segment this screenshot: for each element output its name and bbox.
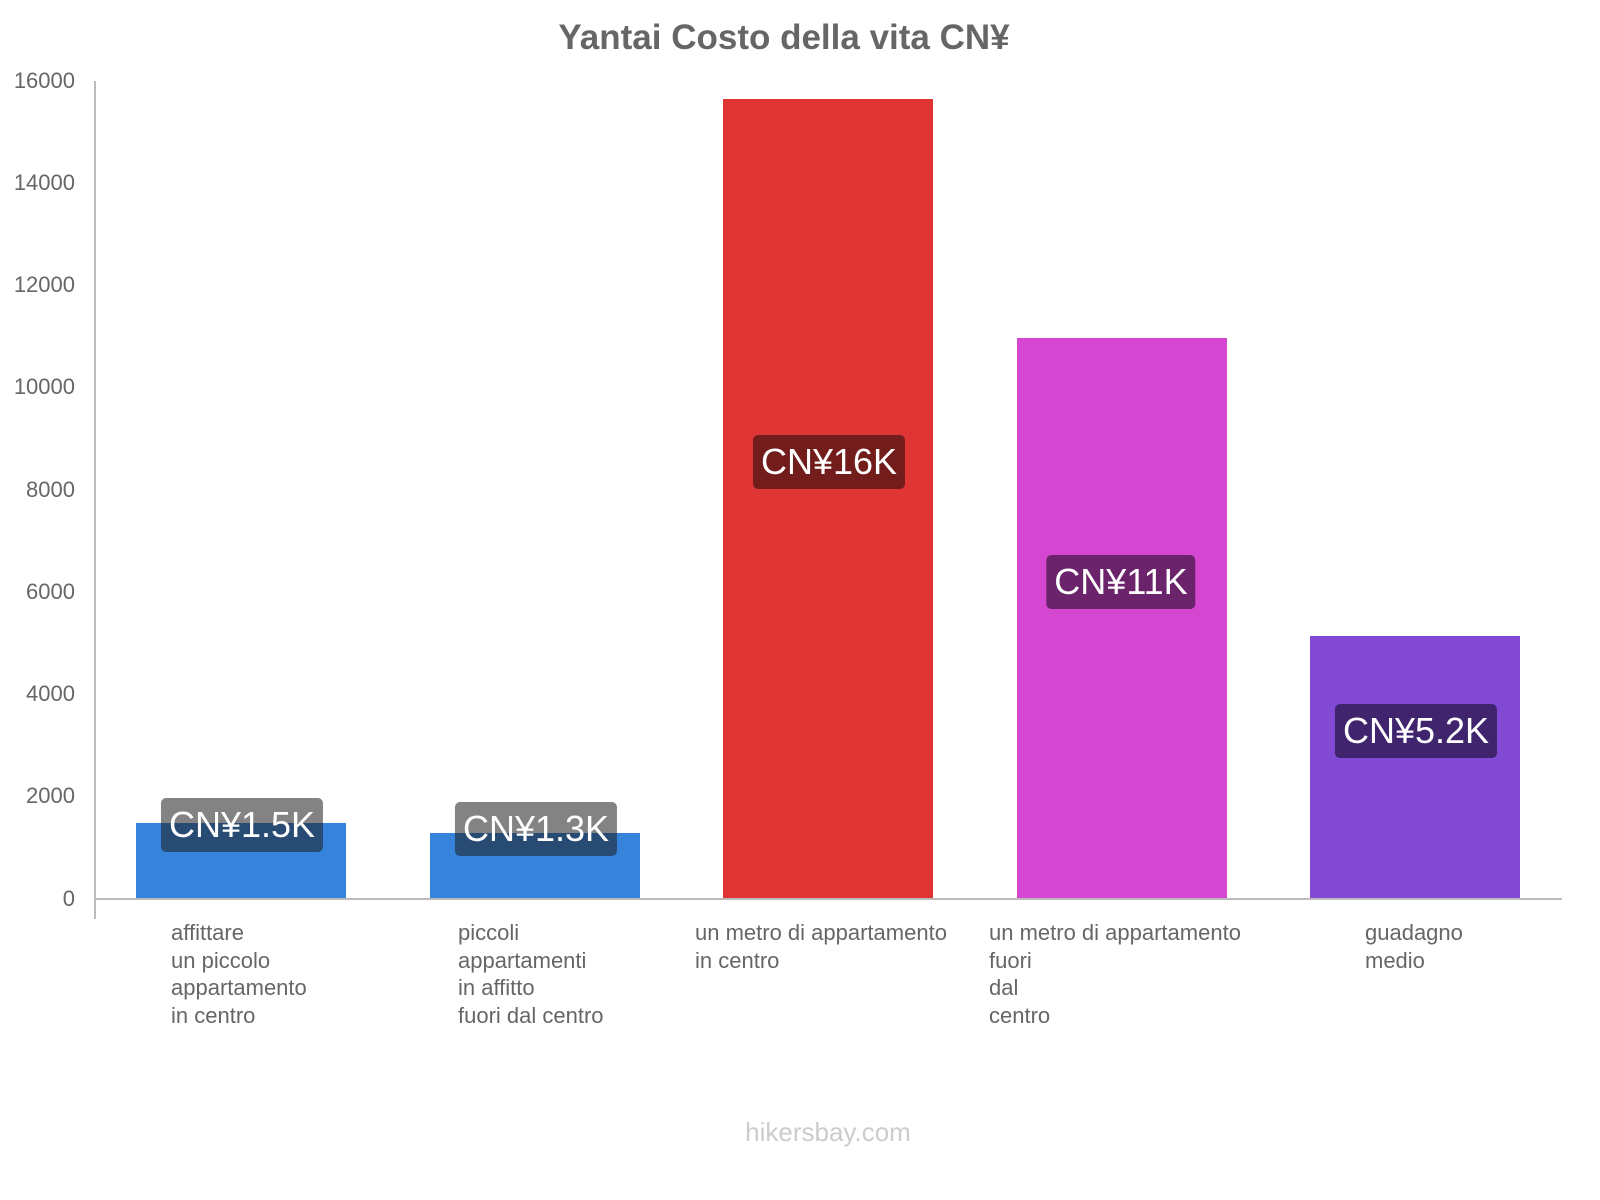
x-category-label: un metro di appartamento in centro	[695, 920, 947, 973]
y-tick: 8000	[26, 477, 75, 502]
value-label: CN¥5.2K	[1334, 704, 1498, 758]
bar-average-salary	[1310, 636, 1520, 899]
chart-title: Yantai Costo della vita CN¥	[558, 18, 1010, 57]
bar-sqm-center	[723, 99, 933, 899]
y-tick: 4000	[26, 681, 75, 706]
value-label: CN¥1.5K	[160, 798, 324, 852]
y-tick: 10000	[13, 374, 75, 399]
y-tick: 6000	[26, 579, 75, 604]
x-category-label: piccoli appartamenti in affitto fuori da…	[458, 920, 604, 1028]
y-tick: 0	[62, 886, 75, 911]
y-axis-line	[94, 81, 96, 919]
value-label: CN¥16K	[752, 435, 906, 489]
y-tick: 14000	[13, 170, 75, 195]
x-category-label: un metro di appartamento fuori dal centr…	[989, 920, 1241, 1028]
x-axis-line	[94, 898, 1562, 900]
y-tick: 2000	[26, 783, 75, 808]
y-tick: 12000	[13, 272, 75, 297]
bar-sqm-outside	[1017, 338, 1227, 899]
value-label: CN¥11K	[1046, 555, 1196, 609]
y-tick: 16000	[13, 68, 75, 93]
value-label: CN¥1.3K	[454, 802, 618, 856]
watermark: hikersbay.com	[745, 1117, 911, 1147]
x-category-label: affittare un piccolo appartamento in cen…	[171, 920, 307, 1028]
x-category-label: guadagno medio	[1365, 920, 1463, 973]
